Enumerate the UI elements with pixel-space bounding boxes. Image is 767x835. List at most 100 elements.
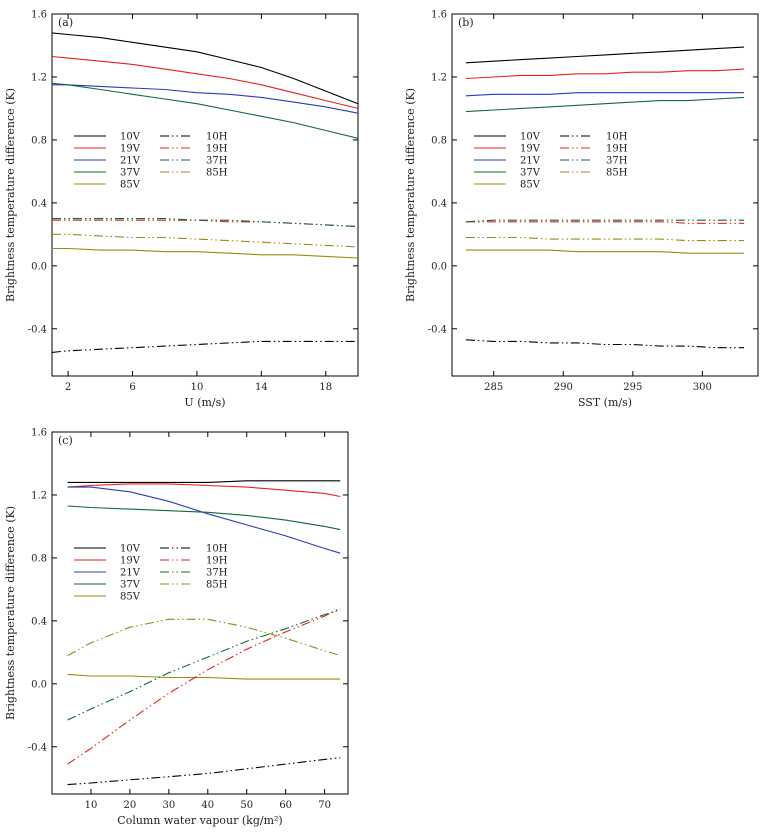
y-tick-label: 1.6 [31, 428, 47, 439]
legend-label-21V: 21V [520, 156, 541, 167]
x-tick-label: 60 [279, 800, 292, 811]
legend-label-21V: 21V [120, 568, 141, 579]
plot-frame [451, 13, 759, 377]
x-tick-label: 295 [623, 382, 642, 393]
series-line-85H [465, 236, 745, 242]
legend-label-85V: 85V [120, 592, 141, 603]
x-axis-label: U (m/s) [184, 396, 225, 409]
series-line-21V [52, 84, 358, 114]
series-line-19H [52, 219, 358, 228]
x-tick-label: 70 [318, 800, 331, 811]
series-line-10V [67, 480, 341, 483]
y-tick-label: 0.8 [31, 135, 47, 146]
series-line-37V [52, 82, 358, 139]
legend-label-10H: 10H [206, 544, 228, 555]
legend-label-19V: 19V [120, 556, 141, 567]
plot-frame [51, 13, 359, 377]
legend-label-10V: 10V [520, 132, 541, 143]
legend-label-10V: 10V [120, 132, 141, 143]
x-tick-label: 18 [319, 382, 332, 393]
series-line-10H [67, 757, 341, 786]
series-line-19V [67, 483, 341, 498]
y-tick-label: 1.2 [31, 490, 47, 501]
panel-label: (b) [458, 16, 474, 29]
series-line-10V [52, 32, 358, 105]
y-tick-label: 0.0 [31, 261, 47, 272]
series-line-19V [465, 68, 745, 80]
x-tick-label: 300 [693, 382, 712, 393]
legend-label-19H: 19H [206, 144, 228, 155]
legend-label-19H: 19H [206, 556, 228, 567]
x-tick-label: 50 [240, 800, 253, 811]
x-tick-label: 20 [124, 800, 137, 811]
x-tick-label: 290 [554, 382, 573, 393]
panel-label: (a) [58, 16, 73, 29]
legend-label-10H: 10H [206, 132, 228, 143]
x-tick-label: 2 [65, 382, 71, 393]
series-line-10H [52, 340, 358, 353]
legend-label-19V: 19V [120, 144, 141, 155]
y-tick-label: 1.2 [31, 72, 47, 83]
chart-panel-2: 10 20 30 40 50 60 70 -0.4 0.0 0.4 0.8 1.2 1.6 Column … [4, 428, 349, 827]
legend-label-37H: 37H [606, 156, 628, 167]
legend-label-85V: 85V [520, 180, 541, 191]
series-line-37V [465, 96, 745, 113]
y-tick-label: 1.2 [431, 72, 447, 83]
series-line-10V [465, 46, 745, 64]
legend-label-37V: 37V [520, 168, 541, 179]
series-line-85H [52, 233, 358, 248]
legend-label-19V: 19V [520, 144, 541, 155]
x-axis-label: SST (m/s) [578, 396, 632, 409]
legend-label-19H: 19H [606, 144, 628, 155]
legend-label-10H: 10H [606, 132, 628, 143]
series-line-37H [465, 219, 745, 223]
y-axis-label: Brightness temperature difference (K) [4, 506, 17, 720]
legend-label-37V: 37V [120, 580, 141, 591]
y-axis-label: Brightness temperature difference (K) [404, 88, 417, 302]
series-line-19H [67, 607, 341, 765]
legend-label-85H: 85H [206, 580, 228, 591]
y-axis-label: Brightness temperature difference (K) [4, 88, 17, 302]
y-tick-label: 0.0 [31, 679, 47, 690]
y-tick-label: 0.4 [431, 198, 447, 209]
series-line-19H [465, 221, 745, 224]
legend-label-37H: 37H [206, 568, 228, 579]
y-tick-label: 0.8 [31, 553, 47, 564]
plot-frame [51, 431, 349, 795]
x-tick-label: 6 [129, 382, 135, 393]
legend-label-37H: 37H [206, 156, 228, 167]
series-line-21V [67, 486, 341, 554]
chart-panel-0: 2 6 10 14 18 -0.4 0.0 0.4 0.8 1.2 1.6 U (m/s) Bright… [4, 10, 359, 409]
x-tick-label: 14 [255, 382, 268, 393]
y-tick-label: 0.4 [31, 616, 47, 627]
y-tick-label: -0.4 [428, 324, 447, 335]
y-tick-label: 0.0 [431, 261, 447, 272]
series-line-37V [67, 505, 341, 531]
legend-label-21V: 21V [120, 156, 141, 167]
series-line-21V [465, 92, 745, 97]
series-line-85H [67, 618, 341, 657]
legend-label-85H: 85H [206, 168, 228, 179]
y-tick-label: 0.8 [431, 135, 447, 146]
x-tick-label: 10 [85, 800, 98, 811]
series-line-85V [52, 247, 358, 259]
chart-panel-1: 285 290 295 300 -0.4 0.0 0.4 0.8 1.2 1.6 SST (m/s)… [404, 10, 759, 409]
series-line-85V [67, 673, 341, 680]
series-line-37H [52, 218, 358, 228]
y-tick-label: -0.4 [28, 324, 47, 335]
y-tick-label: 1.6 [31, 10, 47, 21]
series-line-10H [465, 339, 745, 349]
legend-label-85V: 85V [120, 180, 141, 191]
legend-label-10V: 10V [120, 544, 141, 555]
series-line-19V [52, 55, 358, 109]
series-line-85V [465, 249, 745, 254]
x-tick-label: 285 [484, 382, 503, 393]
x-tick-label: 30 [162, 800, 175, 811]
x-tick-label: 10 [191, 382, 204, 393]
y-tick-label: 1.6 [431, 10, 447, 21]
legend-label-37V: 37V [120, 168, 141, 179]
legend-label-85H: 85H [606, 168, 628, 179]
x-tick-label: 40 [201, 800, 214, 811]
y-tick-label: -0.4 [28, 742, 47, 753]
